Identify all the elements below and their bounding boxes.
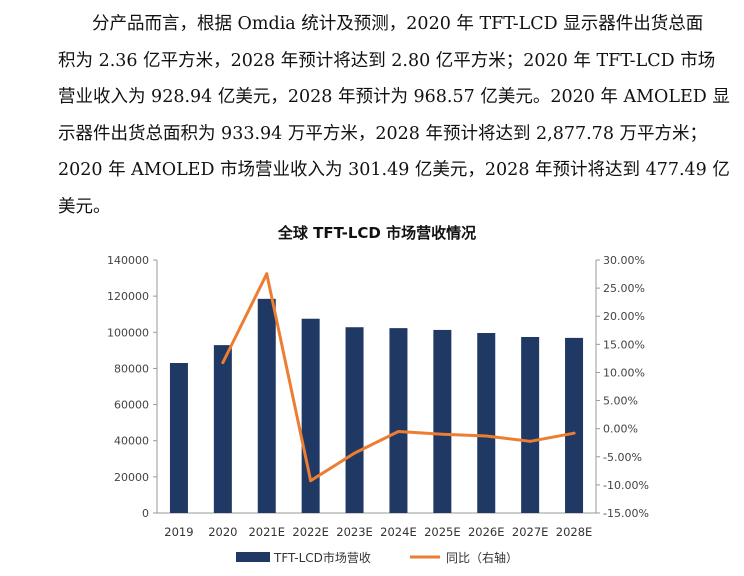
y-left-tick-label: 40000 bbox=[114, 435, 149, 448]
x-tick-label: 2021E bbox=[248, 525, 285, 539]
legend-label-line: 同比（右轴） bbox=[446, 550, 518, 565]
paragraph-line: 积为 2.36 亿平方米，2028 年预计将达到 2.80 亿平方米；2020 … bbox=[58, 50, 716, 71]
paragraph-line: 示器件出货总面积为 933.94 万平方米，2028 年预计将达到 2,877.… bbox=[58, 123, 708, 144]
paragraph-line: 2020 年 AMOLED 市场营业收入为 301.49 亿美元，2028 年预… bbox=[58, 160, 730, 180]
revenue-chart: 全球 TFT-LCD 市场营收情况 0 20000 40000 60000 80000 1… bbox=[107, 224, 649, 565]
y-right-tick-label: -5.00% bbox=[603, 451, 642, 464]
bar bbox=[433, 329, 452, 513]
line-point bbox=[265, 272, 269, 276]
x-tick-label: 2023E bbox=[336, 525, 373, 539]
bar bbox=[301, 318, 320, 513]
line-point bbox=[484, 434, 488, 438]
line-point bbox=[221, 361, 225, 365]
plot-area: 0 20000 40000 60000 80000 100000 120000 140000 -… bbox=[107, 254, 649, 539]
line-point bbox=[353, 451, 357, 455]
y-left-tick-label: 20000 bbox=[114, 471, 149, 484]
line-point bbox=[528, 439, 532, 443]
bar bbox=[477, 333, 496, 513]
y-left-tick-label: 140000 bbox=[107, 254, 149, 267]
y-right-tick-label: 15.00% bbox=[603, 338, 645, 351]
bar bbox=[213, 345, 232, 513]
y-left-tick-label: 60000 bbox=[114, 399, 149, 412]
x-tick-label: 2022E bbox=[292, 525, 329, 539]
y-right-tick-label: 25.00% bbox=[603, 282, 645, 295]
line-point bbox=[396, 429, 400, 433]
y-left-tick-label: 100000 bbox=[107, 326, 149, 339]
legend-label-bar: TFT-LCD市场营收 bbox=[273, 550, 371, 565]
bar bbox=[257, 298, 276, 513]
line-point bbox=[309, 479, 313, 483]
intro-paragraph: 分产品而言，根据 Omdia 统计及预测，2020 年 TFT-LCD 显示器件… bbox=[58, 6, 730, 225]
x-tick-label: 2019 bbox=[164, 525, 193, 539]
x-tick-label: 2027E bbox=[512, 525, 549, 539]
y-right-tick-label: 30.00% bbox=[603, 254, 645, 267]
x-tick-label: 2024E bbox=[380, 525, 417, 539]
y-right-tick-label: -10.00% bbox=[603, 479, 649, 492]
chart-title: 全球 TFT-LCD 市场营收情况 bbox=[277, 224, 476, 242]
y-right-tick-label: 20.00% bbox=[603, 310, 645, 323]
x-tick-label: 2025E bbox=[424, 525, 461, 539]
bar bbox=[521, 336, 540, 513]
bar bbox=[169, 363, 188, 513]
x-tick-label: 2026E bbox=[468, 525, 505, 539]
y-left-tick-label: 120000 bbox=[107, 290, 149, 303]
bar bbox=[389, 328, 408, 513]
y-right-tick-label: -15.00% bbox=[603, 507, 649, 520]
paragraph-line: 美元。 bbox=[58, 196, 111, 217]
bar bbox=[565, 337, 584, 513]
paragraph-line: 分产品而言，根据 Omdia 统计及预测，2020 年 TFT-LCD 显示器件… bbox=[92, 14, 704, 34]
line-point bbox=[572, 431, 576, 435]
y-right-tick-label: 5.00% bbox=[603, 395, 638, 408]
paragraph-line: 营业收入为 928.94 亿美元，2028 年预计为 968.57 亿美元。20… bbox=[58, 87, 730, 107]
y-right-tick-label: 10.00% bbox=[603, 366, 645, 379]
y-right-tick-label: 0.00% bbox=[603, 423, 638, 436]
legend-swatch-bar bbox=[236, 552, 270, 562]
chart-legend: TFT-LCD市场营收 同比（右轴） bbox=[236, 550, 518, 565]
x-tick-label: 2020 bbox=[208, 525, 237, 539]
y-left-tick-label: 80000 bbox=[114, 362, 149, 375]
line-point bbox=[440, 432, 444, 436]
y-left-tick-label: 0 bbox=[142, 507, 149, 520]
x-tick-label: 2028E bbox=[556, 525, 593, 539]
bar bbox=[345, 327, 364, 513]
